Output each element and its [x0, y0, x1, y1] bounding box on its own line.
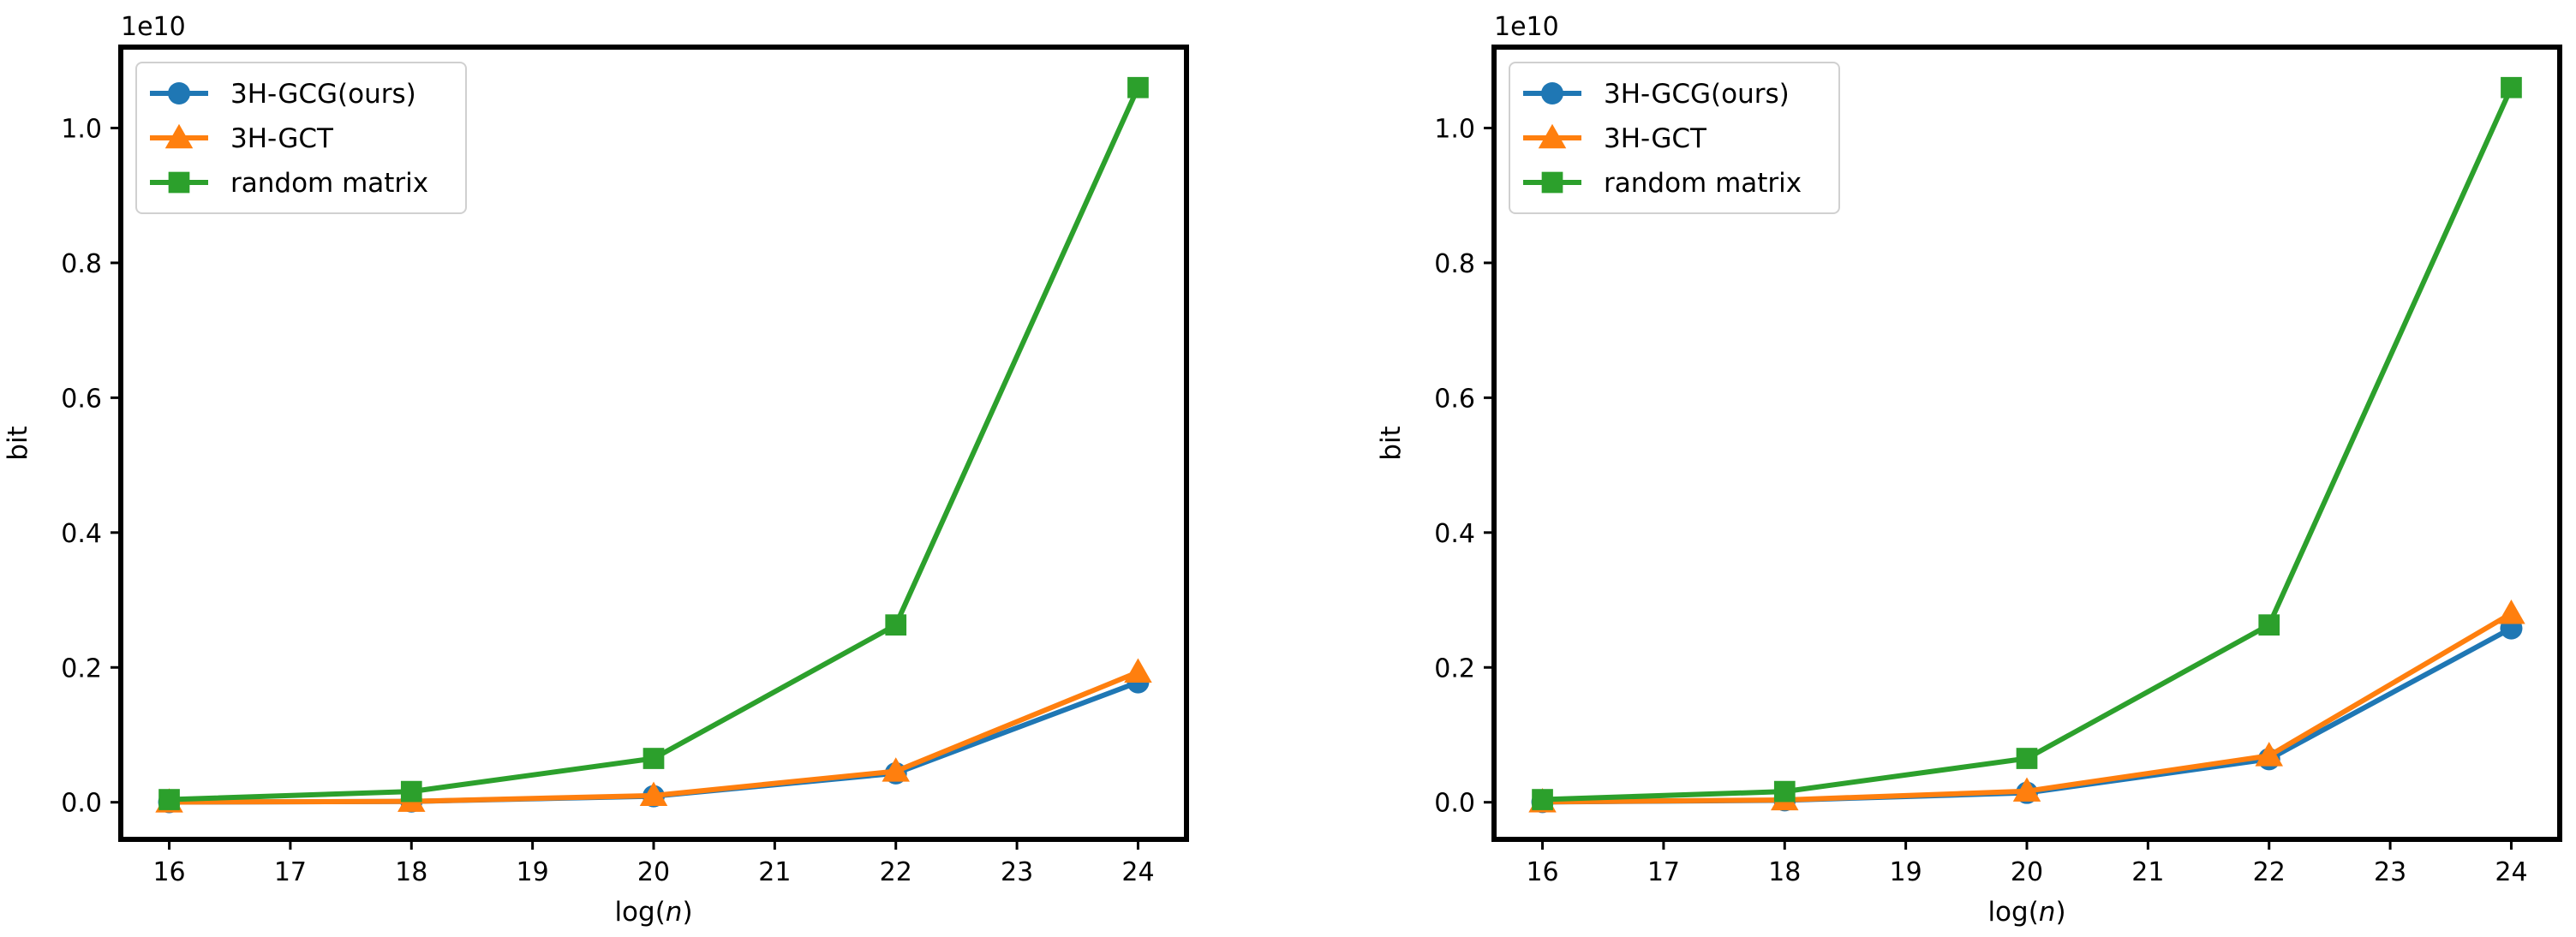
data-point — [885, 614, 907, 636]
x-tick-label: 22 — [880, 857, 912, 887]
legend-marker — [1538, 123, 1567, 149]
chart-panel-1: 16 17 18 19 20 21 22 23 24 0.0 0.2 0.4 0.6 0.8 1.0 1e10… — [3, 12, 1189, 928]
x-tick-label: 24 — [1121, 857, 1154, 887]
legend-item: 3H-GCG(ours) — [1523, 79, 1790, 110]
x-axis-label: log(n) — [1987, 897, 2065, 928]
legend-label: random matrix — [230, 168, 428, 199]
data-point — [2255, 742, 2283, 767]
y-tick-label: 0.2 — [1434, 654, 1475, 683]
data-point — [2258, 614, 2280, 636]
data-point — [639, 781, 668, 807]
x-tick-label: 23 — [1001, 857, 1033, 887]
data-point — [643, 748, 665, 769]
x-tick-label: 20 — [637, 857, 670, 887]
legend-marker — [1541, 171, 1563, 194]
data-point — [1127, 76, 1149, 98]
x-tick-label: 22 — [2253, 857, 2286, 887]
data-point — [1532, 789, 1553, 810]
y-tick-label: 0.8 — [61, 249, 102, 279]
x-tick-label: 19 — [1890, 857, 1922, 887]
legend-box — [1509, 62, 1840, 214]
legend-marker — [168, 82, 190, 104]
data-point — [882, 757, 910, 782]
chart-panel-2: 16 17 18 19 20 21 22 23 24 0.0 0.2 0.4 0.6 0.8 1.0 1e10… — [1376, 12, 2562, 928]
legend-item: 3H-GCG(ours) — [150, 79, 416, 110]
x-tick-label: 21 — [2131, 857, 2164, 887]
x-tick-label: 20 — [2011, 857, 2043, 887]
x-axis-label-prefix: log( — [1987, 897, 2038, 928]
y-offset-label: 1e10 — [1494, 12, 1559, 42]
legend-marker — [168, 171, 190, 194]
y-axis-label: bit — [1376, 426, 1407, 460]
x-tick-label: 18 — [395, 857, 427, 887]
legend-box — [135, 62, 467, 214]
legend-item: random matrix — [1523, 168, 1802, 199]
y-tick-label: 0.6 — [1434, 384, 1475, 414]
y-tick-label: 0.2 — [61, 654, 102, 683]
x-tick-label: 23 — [2374, 857, 2406, 887]
x-axis-label-suffix: ) — [2055, 897, 2065, 928]
y-tick-label: 1.0 — [1434, 114, 1475, 144]
y-tick-label: 0.4 — [61, 519, 102, 549]
data-point — [2016, 748, 2038, 769]
x-axis-label: log(n) — [614, 897, 692, 928]
y-tick-label: 0.0 — [61, 789, 102, 819]
legend-label: 3H-GCG(ours) — [230, 79, 416, 110]
x-axis-label-prefix: log( — [614, 897, 665, 928]
legend-marker — [1541, 82, 1563, 104]
legend-item: 3H-GCT — [1523, 123, 1707, 154]
legend-label: 3H-GCT — [230, 123, 334, 154]
x-tick-label: 21 — [758, 857, 791, 887]
legend-item: 3H-GCT — [150, 123, 334, 154]
data-point — [2012, 777, 2041, 802]
x-tick-label: 17 — [1647, 857, 1680, 887]
legend: 3H-GCG(ours) 3H-GCT random matrix — [135, 62, 467, 214]
x-tick-label: 19 — [517, 857, 549, 887]
legend: 3H-GCG(ours) 3H-GCT random matrix — [1509, 62, 1840, 214]
x-axis-label-var: n — [666, 897, 683, 928]
legend-item: random matrix — [150, 168, 428, 199]
data-point — [2497, 600, 2525, 624]
data-point — [1773, 780, 1796, 803]
y-axis-label: bit — [3, 426, 33, 460]
x-tick-label: 24 — [2495, 857, 2527, 887]
legend-label: random matrix — [1604, 168, 1802, 199]
x-tick-label: 17 — [274, 857, 307, 887]
series-random-matrix — [1532, 76, 2522, 810]
data-point — [1124, 658, 1152, 683]
legend-marker — [164, 123, 194, 149]
legend-label: 3H-GCG(ours) — [1604, 79, 1790, 110]
y-tick-label: 0.6 — [61, 384, 102, 414]
x-tick-label: 18 — [1768, 857, 1801, 887]
y-tick-label: 0.8 — [1434, 249, 1475, 279]
series-random-matrix — [158, 76, 1149, 810]
x-tick-label: 16 — [152, 857, 185, 887]
y-tick-label: 0.0 — [1434, 789, 1475, 819]
data-point — [2501, 76, 2522, 98]
x-axis-label-var: n — [2039, 897, 2056, 928]
y-tick-label: 1.0 — [61, 114, 102, 144]
legend-label: 3H-GCT — [1604, 123, 1707, 154]
data-point — [400, 780, 422, 803]
y-tick-label: 0.4 — [1434, 519, 1475, 549]
y-offset-label: 1e10 — [121, 12, 186, 42]
x-axis-label-suffix: ) — [682, 897, 692, 928]
data-point — [158, 789, 180, 810]
x-tick-label: 16 — [1526, 857, 1558, 887]
